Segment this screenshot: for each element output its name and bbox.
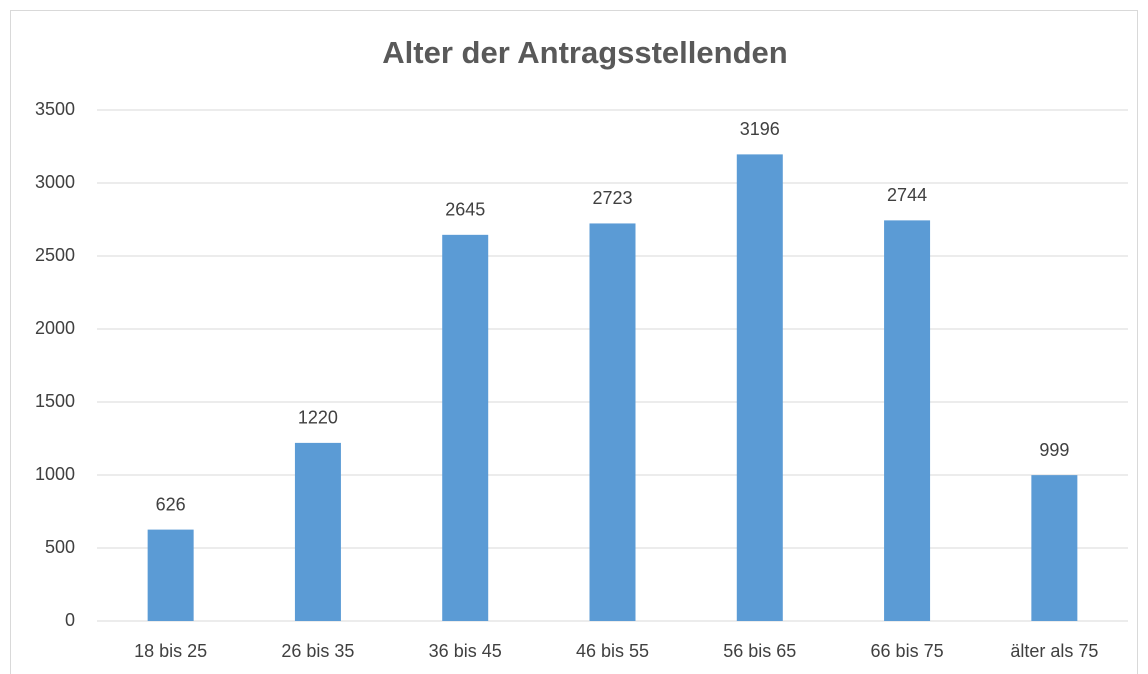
data-label: 1220 <box>298 408 338 428</box>
x-tick-label: 66 bis 75 <box>871 641 944 661</box>
bar <box>1031 475 1078 621</box>
bar <box>442 234 489 621</box>
bar <box>589 223 636 621</box>
y-tick-label: 3000 <box>35 172 75 192</box>
x-tick-label: 36 bis 45 <box>429 641 502 661</box>
y-tick-label: 1500 <box>35 391 75 411</box>
y-tick-label: 1000 <box>35 464 75 484</box>
data-label: 2744 <box>887 185 927 205</box>
x-tick-label: älter als 75 <box>1010 641 1098 661</box>
data-label: 3196 <box>740 119 780 139</box>
x-tick-label: 56 bis 65 <box>723 641 796 661</box>
chart-border <box>10 10 1138 674</box>
data-label: 2645 <box>445 200 485 220</box>
bar <box>884 220 931 621</box>
y-tick-label: 500 <box>45 537 75 557</box>
y-tick-label: 2000 <box>35 318 75 338</box>
bar <box>736 154 783 621</box>
bar <box>147 529 194 621</box>
x-tick-label: 26 bis 35 <box>281 641 354 661</box>
chart-title: Alter der Antragsstellenden <box>382 35 787 70</box>
data-label: 2723 <box>592 188 632 208</box>
x-tick-label: 18 bis 25 <box>134 641 207 661</box>
y-tick-label: 2500 <box>35 245 75 265</box>
data-label: 626 <box>156 494 186 514</box>
y-tick-label: 0 <box>65 610 75 630</box>
x-tick-label: 46 bis 55 <box>576 641 649 661</box>
y-tick-label: 3500 <box>35 99 75 119</box>
bar <box>294 442 341 621</box>
data-label: 999 <box>1039 440 1069 460</box>
